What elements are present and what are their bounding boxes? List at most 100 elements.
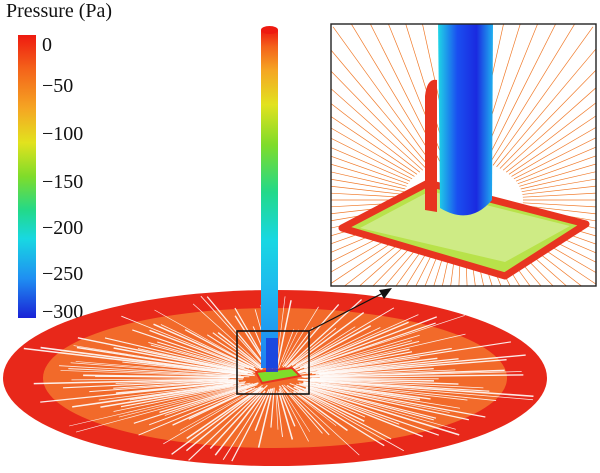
inset-streamline [433, 238, 449, 286]
disk-streamline [296, 368, 434, 378]
inset-streamline [519, 163, 596, 187]
disk-streamline [318, 358, 459, 375]
disk-streamline [305, 386, 460, 436]
disk-streamline [299, 321, 409, 369]
inset-streamline [331, 70, 427, 169]
disk-streamline [319, 359, 507, 376]
disk-streamline [63, 379, 234, 389]
zoom-connector [308, 291, 386, 332]
inset-streamline [517, 155, 596, 185]
inset-streamline [331, 171, 406, 190]
inset-streamline [522, 202, 596, 208]
disk-streamline [293, 390, 348, 432]
inset-streamline [331, 163, 407, 187]
inset-streamline [502, 87, 596, 171]
disk-streamline [293, 386, 365, 422]
disk-streamline [323, 369, 456, 377]
disk-streamline [296, 340, 413, 373]
disk-streamline [275, 300, 292, 372]
disk-streamline [278, 385, 309, 442]
disk-streamline [185, 387, 264, 452]
disk-streamline [287, 327, 381, 373]
disk-streamline [307, 380, 533, 401]
disk-streamline [222, 392, 266, 461]
inset-border [330, 23, 597, 287]
disk-streamline [257, 388, 274, 448]
disk-streamline [294, 333, 466, 374]
inset-streamline [331, 192, 404, 198]
disk-streamline [303, 382, 486, 418]
disk-streamline [302, 383, 469, 421]
disk-streamline [310, 377, 434, 382]
inset-streamline [441, 239, 453, 286]
disk-streamline [217, 331, 262, 368]
inset-zoom-view [331, 24, 596, 286]
disk-streamline [303, 389, 366, 418]
disk-streamline [188, 384, 268, 461]
disk-streamline [120, 383, 245, 408]
tick-label: −150 [42, 171, 84, 193]
disk-streamline [75, 361, 242, 376]
disk-streamline [153, 323, 256, 370]
disk-streamline [319, 374, 524, 379]
disk-streamline [282, 329, 299, 363]
disk-streamline [132, 329, 245, 369]
inset-streamline [496, 48, 596, 168]
inset-streamline [415, 236, 441, 286]
disk-streamline [206, 334, 262, 370]
inset-streamline [358, 229, 424, 286]
disk-streamline [71, 378, 230, 381]
disk-streamline [104, 337, 252, 374]
disk-streamline [148, 384, 258, 426]
inset-streamline [511, 126, 596, 177]
disk-streamline [289, 391, 360, 456]
disk-streamline [309, 386, 434, 421]
disk-streamline [163, 385, 263, 445]
disk-streamline [283, 387, 323, 434]
disk-streamline [83, 374, 244, 379]
disk-streamline [306, 357, 420, 374]
disk-streamline [299, 334, 420, 371]
disk-streamline [133, 383, 255, 424]
vortex-column [254, 26, 303, 385]
tick-label: −250 [42, 263, 84, 285]
tick-label: −50 [42, 75, 74, 97]
disk-streamline [278, 391, 294, 440]
disk-streamline [192, 303, 262, 366]
inset-streamline [492, 26, 594, 166]
inset-streamline [485, 24, 557, 164]
inset-streamline [331, 178, 405, 193]
disk-streamline [303, 322, 436, 369]
disk-streamline [297, 378, 534, 398]
disk-streamline [137, 348, 252, 374]
disk-streamline [209, 392, 262, 449]
inset-streamline [331, 147, 411, 182]
inset-streamline [372, 231, 427, 286]
tick-label: 0 [42, 34, 52, 56]
disk-streamline [72, 382, 238, 408]
disk-streamline [23, 347, 238, 375]
disk-streamline [113, 382, 251, 412]
disk-streamline [294, 316, 437, 372]
disk-streamline [309, 381, 497, 402]
disk-streamline [76, 346, 238, 373]
disk-streamline [283, 384, 337, 426]
disk-streamline [295, 385, 423, 438]
inset-streamline [332, 26, 434, 166]
disk-streamline [113, 347, 248, 374]
zoom-box [236, 330, 310, 395]
disk-streamline [159, 382, 259, 414]
disk-streamline [296, 348, 410, 374]
disk-streamline [303, 381, 420, 401]
disk-streamline [214, 390, 266, 456]
disk-streamline [164, 386, 250, 416]
disk-streamline [73, 345, 249, 374]
disk-streamline [284, 304, 340, 367]
disk-streamline [305, 351, 413, 373]
disk-streamline [286, 384, 385, 447]
disk-streamline [149, 329, 250, 369]
tick-label: −300 [42, 301, 84, 323]
disk-streamline [115, 380, 239, 394]
inset-streamline [522, 205, 596, 215]
disk-streamline [320, 382, 468, 401]
